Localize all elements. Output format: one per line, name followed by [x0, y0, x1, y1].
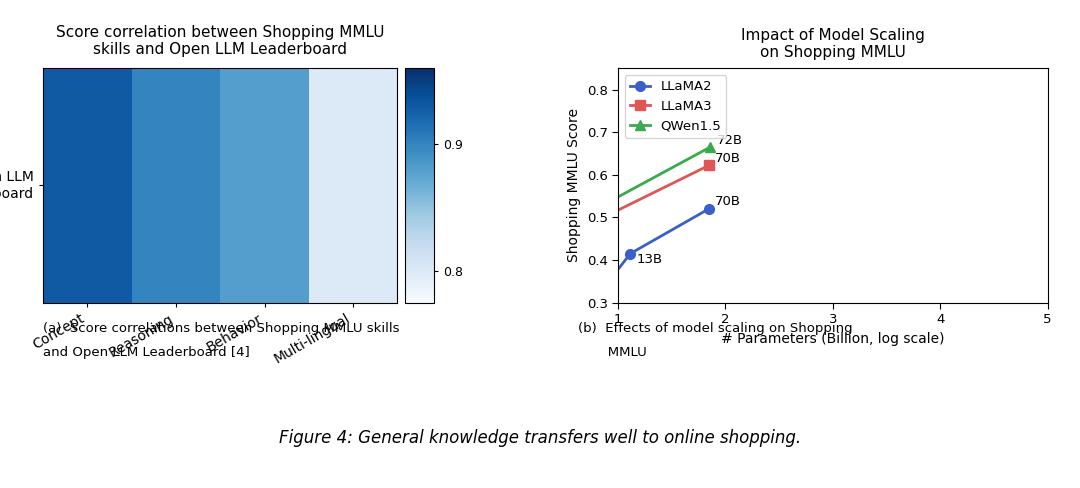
- Text: (a)  Score correlations between Shopping MMLU skills: (a) Score correlations between Shopping …: [43, 322, 400, 335]
- LLaMA3: [702, 163, 715, 168]
- LLaMA2: [595, 288, 608, 294]
- Text: and Open LLM Leaderboard [4]: and Open LLM Leaderboard [4]: [43, 346, 249, 360]
- Text: MMLU: MMLU: [578, 346, 647, 360]
- X-axis label: # Parameters (Billion, log scale): # Parameters (Billion, log scale): [721, 331, 945, 346]
- Text: Figure 4: General knowledge transfers well to online shopping.: Figure 4: General knowledge transfers we…: [279, 429, 801, 447]
- Title: Score correlation between Shopping MMLU
skills and Open LLM Leaderboard: Score correlation between Shopping MMLU …: [56, 25, 384, 58]
- Legend: LLaMA2, LLaMA3, QWen1.5: LLaMA2, LLaMA3, QWen1.5: [624, 75, 727, 138]
- Y-axis label: Shopping MMLU Score: Shopping MMLU Score: [567, 108, 581, 263]
- QWen1.5: [595, 203, 608, 209]
- Text: 13B: 13B: [637, 253, 663, 266]
- LLaMA2: [702, 206, 715, 212]
- Line: LLaMA3: LLaMA3: [603, 161, 714, 220]
- Line: QWen1.5: QWen1.5: [570, 142, 715, 211]
- QWen1.5: [569, 172, 582, 178]
- Title: Impact of Model Scaling
on Shopping MMLU: Impact of Model Scaling on Shopping MMLU: [741, 28, 924, 60]
- Line: LLaMA2: LLaMA2: [596, 204, 714, 296]
- Text: 70B: 70B: [715, 152, 741, 165]
- LLaMA3: [602, 212, 615, 218]
- Text: 72B: 72B: [717, 134, 743, 147]
- QWen1.5: [704, 144, 717, 150]
- Text: (b)  Effects of model scaling on Shopping: (b) Effects of model scaling on Shopping: [578, 322, 852, 335]
- Text: 70B: 70B: [715, 196, 741, 208]
- LLaMA2: [624, 251, 637, 257]
